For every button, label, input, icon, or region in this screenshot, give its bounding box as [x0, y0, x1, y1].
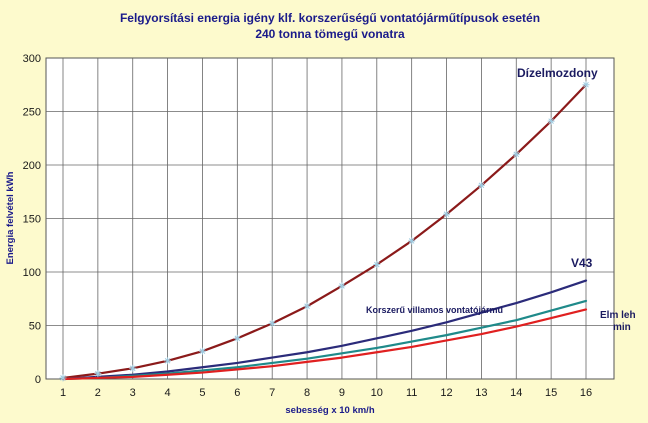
x-tick-label: 2	[95, 387, 101, 399]
x-tick-label: 11	[406, 387, 417, 399]
data-point-marker	[582, 81, 590, 89]
x-tick-label: 1	[60, 387, 66, 399]
x-tick-label: 4	[165, 387, 171, 399]
data-point-marker	[477, 181, 485, 189]
series-line-3	[61, 308, 588, 381]
data-point-marker	[164, 357, 172, 365]
x-tick-label: 14	[510, 387, 522, 399]
data-point-marker	[512, 150, 520, 158]
x-tick-labels: 1 2 3 4 5 6 7 8 9 10 11 12 13 14 15 16	[60, 387, 592, 399]
x-tick-label: 15	[545, 387, 557, 399]
y-tick-label: 200	[23, 160, 41, 172]
data-point-marker	[408, 237, 416, 245]
data-point-marker	[547, 117, 555, 125]
x-axis-label: sebesség x 10 km/h	[285, 405, 374, 416]
data-point-marker	[338, 282, 346, 290]
x-tick-label: 8	[304, 387, 310, 399]
series-lines	[61, 83, 588, 381]
y-tick-label: 100	[23, 267, 41, 279]
y-tick-label: 150	[23, 214, 41, 226]
x-tick-label: 3	[130, 387, 136, 399]
annotation-korszeru: Korszerű villamos vontatójármű	[366, 305, 503, 315]
x-tick-label: 5	[199, 387, 205, 399]
data-point-marker	[233, 334, 241, 342]
y-tick-label: 50	[29, 321, 41, 333]
x-tick-label: 13	[475, 387, 487, 399]
x-tick-label: 12	[440, 387, 452, 399]
data-point-marker	[268, 319, 276, 327]
series-line-0	[61, 83, 588, 380]
chart-title: Felgyorsítási energia igény klf. korszer…	[120, 11, 540, 25]
chart-subtitle: 240 tonna tömegű vonatra	[255, 27, 405, 41]
y-axis-label: Energia felvétel kWh	[5, 171, 16, 264]
y-tick-label: 250	[23, 107, 41, 119]
annotation-v43: V43	[571, 256, 593, 270]
x-tick-label: 16	[580, 387, 592, 399]
data-point-marker	[303, 302, 311, 310]
x-tick-label: 10	[371, 387, 383, 399]
series-line-1	[61, 279, 588, 381]
data-point-marker	[94, 370, 102, 378]
annotation-min: min	[613, 322, 631, 333]
data-point-marker	[129, 364, 137, 372]
annotation-dizelmozdony: Dízelmozdony	[517, 66, 598, 80]
x-tick-label: 9	[339, 387, 345, 399]
data-point-marker	[373, 261, 381, 269]
annotation-elm-leh: Elm leh	[600, 310, 636, 321]
x-tick-label: 6	[234, 387, 240, 399]
data-point-marker	[443, 210, 451, 218]
data-markers	[59, 81, 590, 382]
y-tick-label: 300	[23, 53, 41, 65]
y-tick-label: 0	[35, 374, 41, 386]
x-tick-label: 7	[269, 387, 275, 399]
y-tick-labels: 0 50 100 150 200 250 300	[23, 53, 41, 386]
data-point-marker	[198, 347, 206, 355]
data-point-marker	[59, 374, 67, 382]
